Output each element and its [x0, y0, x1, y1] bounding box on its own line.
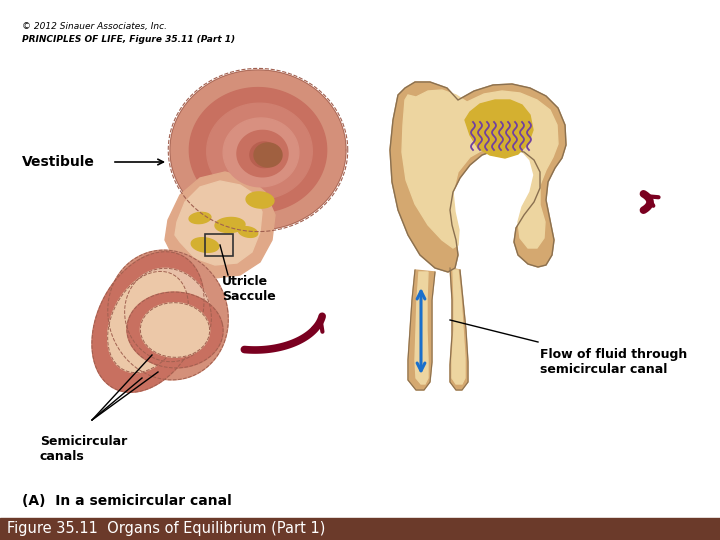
Polygon shape [92, 252, 204, 392]
Polygon shape [140, 303, 210, 357]
Polygon shape [238, 227, 258, 238]
Text: Flow of fluid through
semicircular canal: Flow of fluid through semicircular canal [540, 348, 688, 376]
Polygon shape [127, 292, 223, 368]
Polygon shape [108, 250, 228, 380]
Polygon shape [189, 87, 327, 212]
Polygon shape [254, 143, 282, 167]
Polygon shape [165, 172, 275, 278]
Bar [205, 234, 233, 256]
Polygon shape [465, 100, 533, 158]
Polygon shape [415, 272, 428, 384]
Text: Utricle
Saccule: Utricle Saccule [222, 275, 276, 303]
Polygon shape [250, 142, 278, 167]
Polygon shape [170, 70, 346, 230]
Polygon shape [246, 192, 274, 208]
Polygon shape [450, 268, 468, 390]
Bar [0, 518, 720, 540]
Text: PRINCIPLES OF LIFE, Figure 35.11 (Part 1): PRINCIPLES OF LIFE, Figure 35.11 (Part 1… [22, 35, 235, 44]
Polygon shape [237, 130, 288, 177]
Text: Vestibule: Vestibule [22, 155, 95, 169]
Polygon shape [215, 218, 245, 233]
Polygon shape [207, 103, 312, 199]
Polygon shape [402, 90, 558, 248]
Polygon shape [125, 268, 212, 362]
Text: (A)  In a semicircular canal: (A) In a semicircular canal [22, 494, 232, 508]
Polygon shape [452, 270, 465, 384]
Polygon shape [408, 270, 435, 390]
Polygon shape [390, 82, 566, 272]
Text: Figure 35.11  Organs of Equilibrium (Part 1): Figure 35.11 Organs of Equilibrium (Part… [7, 522, 325, 537]
Text: © 2012 Sinauer Associates, Inc.: © 2012 Sinauer Associates, Inc. [22, 22, 167, 31]
Polygon shape [189, 212, 211, 224]
Polygon shape [175, 181, 262, 265]
Polygon shape [192, 238, 219, 252]
Polygon shape [108, 272, 189, 373]
Text: Semicircular
canals: Semicircular canals [40, 435, 127, 463]
Polygon shape [223, 118, 299, 187]
